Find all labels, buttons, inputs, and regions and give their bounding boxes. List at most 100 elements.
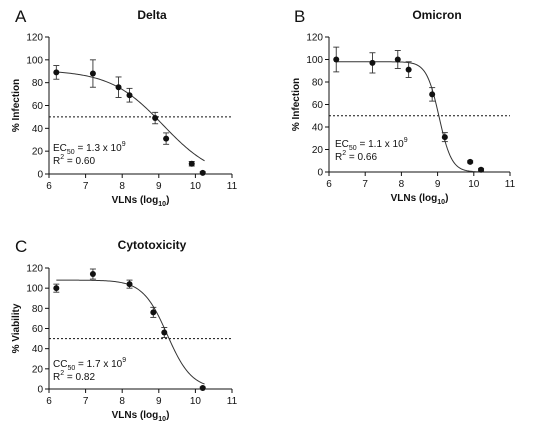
- annotation-r2: R2 = 0.60: [53, 154, 95, 167]
- chart-panel-b: B Omicron 0 20 40 60 80 100 120 6 7 8 9 10 11 % Infecti…: [291, 7, 516, 206]
- data-marker: [199, 169, 206, 176]
- annotation-ec50-value: = 1.7 x 10: [75, 359, 122, 370]
- x-tick-label: 11: [505, 179, 516, 190]
- x-tick-label: 8: [119, 396, 125, 407]
- y-tick-label: 20: [32, 364, 44, 375]
- data-marker: [161, 329, 168, 336]
- annotation-r2-value: = 0.60: [64, 156, 95, 167]
- annotation-r2-prefix: R: [53, 156, 60, 167]
- data-point: [394, 50, 401, 69]
- x-axis-label-close: ): [166, 195, 169, 206]
- x-axis-label: VLNs (log10): [112, 410, 170, 423]
- x-tick-label: 6: [326, 179, 332, 190]
- annotation-r2-exponent: 2: [60, 370, 64, 377]
- x-tick-label: 9: [156, 396, 162, 407]
- data-marker: [53, 285, 60, 292]
- y-tick-label: 60: [32, 324, 44, 335]
- data-point: [161, 327, 168, 339]
- annotation-ec50-value: = 1.3 x 10: [75, 143, 122, 154]
- data-point: [126, 279, 133, 289]
- annotation-ec50: EC50 = 1.3 x 109: [53, 141, 126, 156]
- chart-title: Delta: [137, 8, 167, 22]
- data-marker: [126, 92, 133, 99]
- data-point: [369, 52, 376, 74]
- x-tick-label: 7: [83, 181, 89, 192]
- x-tick-label: 8: [119, 181, 125, 192]
- x-axis-label-unit: (log: [419, 193, 437, 204]
- x-tick-label: 11: [227, 396, 238, 407]
- annotation-ec50-subscript: 50: [67, 365, 75, 372]
- annotation-ec50-exponent: 9: [404, 137, 408, 144]
- x-axis-label: VLNs (log10): [391, 193, 449, 206]
- y-tick-label: 40: [32, 344, 44, 355]
- data-marker: [369, 59, 376, 66]
- x-axis-label-subscript: 10: [158, 416, 166, 423]
- data-point: [53, 65, 60, 80]
- annotation-ec50-exponent: 9: [122, 357, 126, 364]
- data-marker: [152, 115, 159, 122]
- data-point: [441, 132, 448, 143]
- data-marker: [89, 70, 96, 77]
- annotation-ec50: EC50 = 1.1 x 109: [335, 137, 408, 152]
- chart-title: Cytotoxicity: [118, 238, 187, 252]
- y-tick-label: 20: [32, 147, 44, 158]
- y-tick-label: 120: [26, 33, 43, 44]
- y-tick-label: 0: [317, 168, 323, 179]
- y-tick-label: 80: [32, 304, 44, 315]
- x-tick-label: 7: [362, 179, 368, 190]
- y-tick-label: 40: [32, 124, 44, 135]
- annotation-r2-prefix: R: [53, 372, 60, 383]
- annotation-ec50-prefix: EC: [53, 143, 67, 154]
- data-marker: [115, 84, 122, 91]
- panel-letter: B: [294, 7, 305, 26]
- data-point: [150, 306, 157, 318]
- annotation-ec50-prefix: CC: [53, 359, 67, 370]
- annotation-r2-prefix: R: [335, 152, 342, 163]
- data-marker: [478, 166, 485, 173]
- x-axis-label-unit: (log: [140, 410, 158, 421]
- data-marker: [405, 66, 412, 73]
- y-axis-label: % Viability: [11, 303, 22, 353]
- x-axis-label-close: ): [166, 410, 169, 421]
- y-tick-label: 100: [26, 55, 43, 66]
- x-axis-label-subscript: 10: [437, 199, 445, 206]
- x-tick-label: 11: [227, 181, 238, 192]
- data-marker: [333, 56, 340, 63]
- data-marker: [394, 56, 401, 63]
- annotation-ec50-subscript: 50: [349, 145, 357, 152]
- data-marker: [199, 384, 206, 391]
- y-tick-label: 80: [32, 78, 44, 89]
- y-tick-label: 60: [32, 101, 44, 112]
- y-tick-label: 120: [306, 33, 323, 44]
- chart-title: Omicron: [412, 8, 461, 22]
- y-tick-label: 60: [312, 100, 324, 111]
- data-point: [467, 158, 474, 165]
- annotation-ec50: CC50 = 1.7 x 109: [53, 357, 126, 372]
- x-axis-label-text: VLNs: [391, 193, 419, 204]
- x-tick-label: 7: [83, 396, 89, 407]
- data-point: [199, 169, 206, 176]
- data-marker: [429, 91, 436, 98]
- data-point: [126, 87, 133, 103]
- y-tick-label: 80: [312, 78, 324, 89]
- y-tick-label: 120: [26, 264, 43, 275]
- data-point: [89, 268, 96, 280]
- x-tick-label: 9: [156, 181, 162, 192]
- data-marker: [467, 158, 474, 165]
- annotation-r2-exponent: 2: [342, 150, 346, 157]
- annotation-ec50-value: = 1.1 x 10: [357, 139, 404, 150]
- annotation-r2-exponent: 2: [60, 154, 64, 161]
- data-marker: [53, 69, 60, 76]
- data-point: [152, 111, 159, 125]
- data-marker: [188, 160, 195, 167]
- x-tick-label: 10: [190, 181, 202, 192]
- x-axis-label-close: ): [445, 193, 448, 204]
- annotation-r2: R2 = 0.82: [53, 370, 95, 383]
- y-tick-label: 100: [26, 284, 43, 295]
- data-marker: [150, 309, 157, 316]
- data-marker: [163, 135, 170, 142]
- x-tick-label: 10: [190, 396, 202, 407]
- x-axis-label-text: VLNs: [112, 195, 140, 206]
- annotation-r2-value: = 0.82: [64, 372, 95, 383]
